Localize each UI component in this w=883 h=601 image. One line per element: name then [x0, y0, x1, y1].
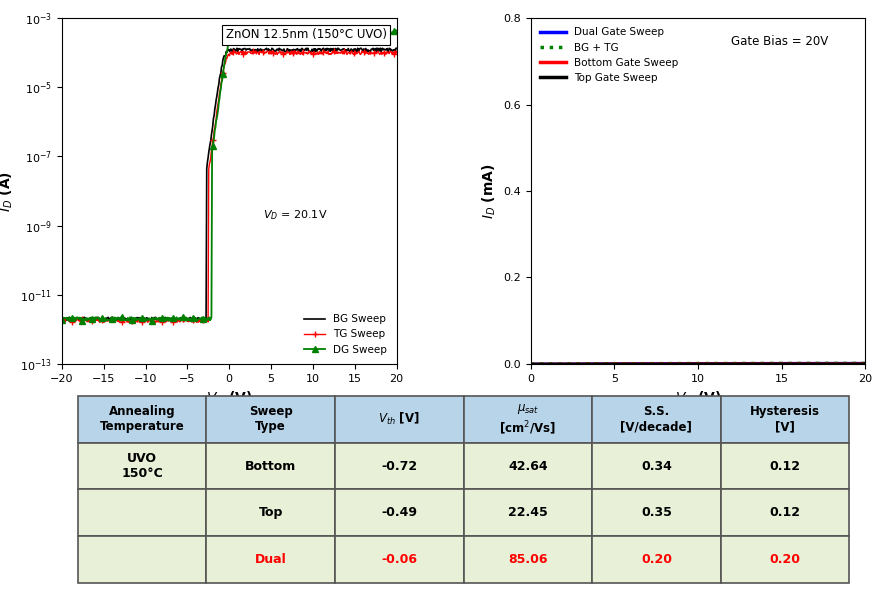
TG Sweep: [391, 49, 402, 56]
Text: Gate Bias = 20V: Gate Bias = 20V: [731, 35, 828, 48]
Legend: BG Sweep, TG Sweep, DG Sweep: BG Sweep, TG Sweep, DG Sweep: [300, 310, 391, 359]
TG Sweep: [256, 48, 267, 55]
DG Sweep: [57, 317, 67, 324]
TG Sweep: [238, 48, 249, 55]
DG Sweep: [385, 28, 396, 35]
Line: BG Sweep: BG Sweep: [62, 48, 396, 321]
Line: DG Sweep: DG Sweep: [59, 27, 399, 324]
Legend: Dual Gate Sweep, BG + TG, Bottom Gate Sweep, Top Gate Sweep: Dual Gate Sweep, BG + TG, Bottom Gate Sw…: [536, 23, 683, 87]
BG Sweep: [57, 316, 67, 323]
DG Sweep: [170, 317, 180, 325]
DG Sweep: [216, 79, 227, 86]
Y-axis label: $I_D$ (mA): $I_D$ (mA): [480, 163, 497, 219]
DG Sweep: [391, 27, 402, 34]
BG Sweep: [256, 46, 267, 53]
DG Sweep: [332, 29, 343, 37]
BG Sweep: [391, 44, 402, 52]
BG Sweep: [218, 54, 229, 61]
TG Sweep: [57, 316, 67, 323]
X-axis label: $V_D$ (V): $V_D$ (V): [675, 389, 721, 407]
TG Sweep: [99, 319, 109, 326]
Text: $V_D$ = 20.1V: $V_D$ = 20.1V: [263, 209, 328, 222]
DG Sweep: [238, 27, 249, 34]
BG Sweep: [332, 47, 343, 54]
Text: ZnON 12.5nm (150°C UVO): ZnON 12.5nm (150°C UVO): [225, 28, 387, 41]
TG Sweep: [218, 67, 229, 74]
BG Sweep: [375, 44, 386, 52]
TG Sweep: [216, 78, 227, 85]
TG Sweep: [385, 48, 396, 55]
DG Sweep: [256, 28, 267, 35]
BG Sweep: [196, 317, 207, 325]
BG Sweep: [238, 45, 249, 52]
DG Sweep: [368, 26, 379, 34]
DG Sweep: [218, 66, 229, 73]
BG Sweep: [385, 45, 396, 52]
Line: TG Sweep: TG Sweep: [58, 47, 400, 326]
X-axis label: $V_G$ (V): $V_G$ (V): [206, 389, 253, 407]
TG Sweep: [290, 47, 300, 55]
TG Sweep: [332, 50, 343, 57]
BG Sweep: [216, 64, 227, 71]
Y-axis label: $I_D$ (A): $I_D$ (A): [0, 171, 14, 212]
